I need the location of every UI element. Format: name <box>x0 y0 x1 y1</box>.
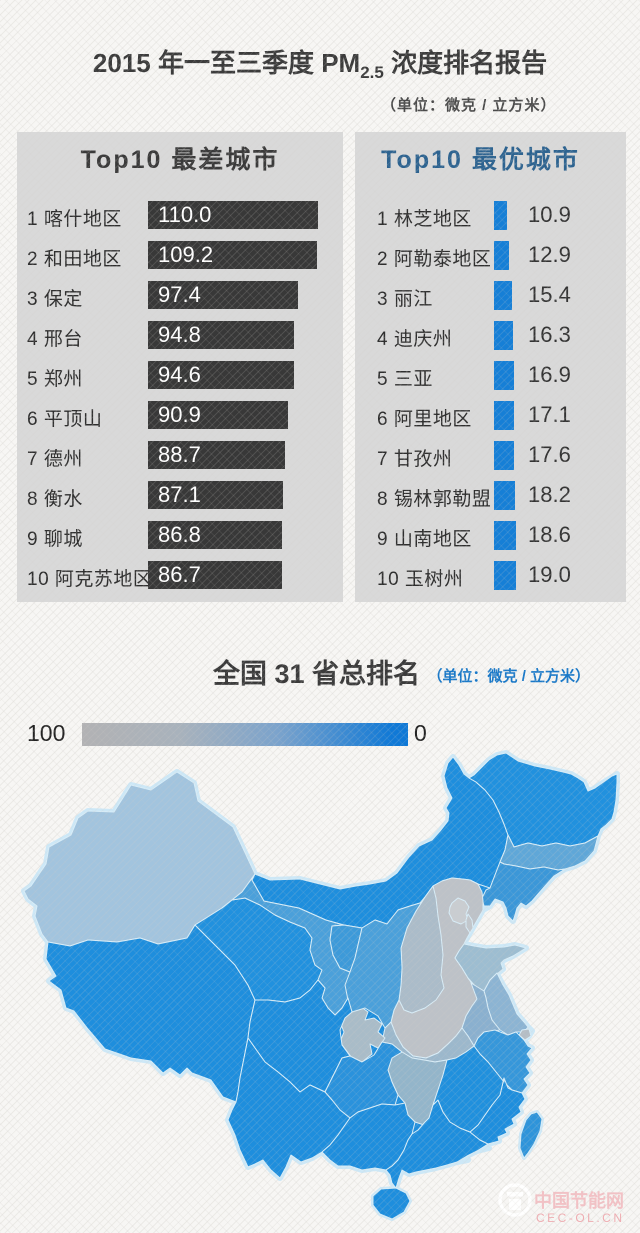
svg-text:中国节能网: 中国节能网 <box>534 1190 624 1211</box>
svg-text:CEC-OL.CN: CEC-OL.CN <box>536 1211 625 1225</box>
